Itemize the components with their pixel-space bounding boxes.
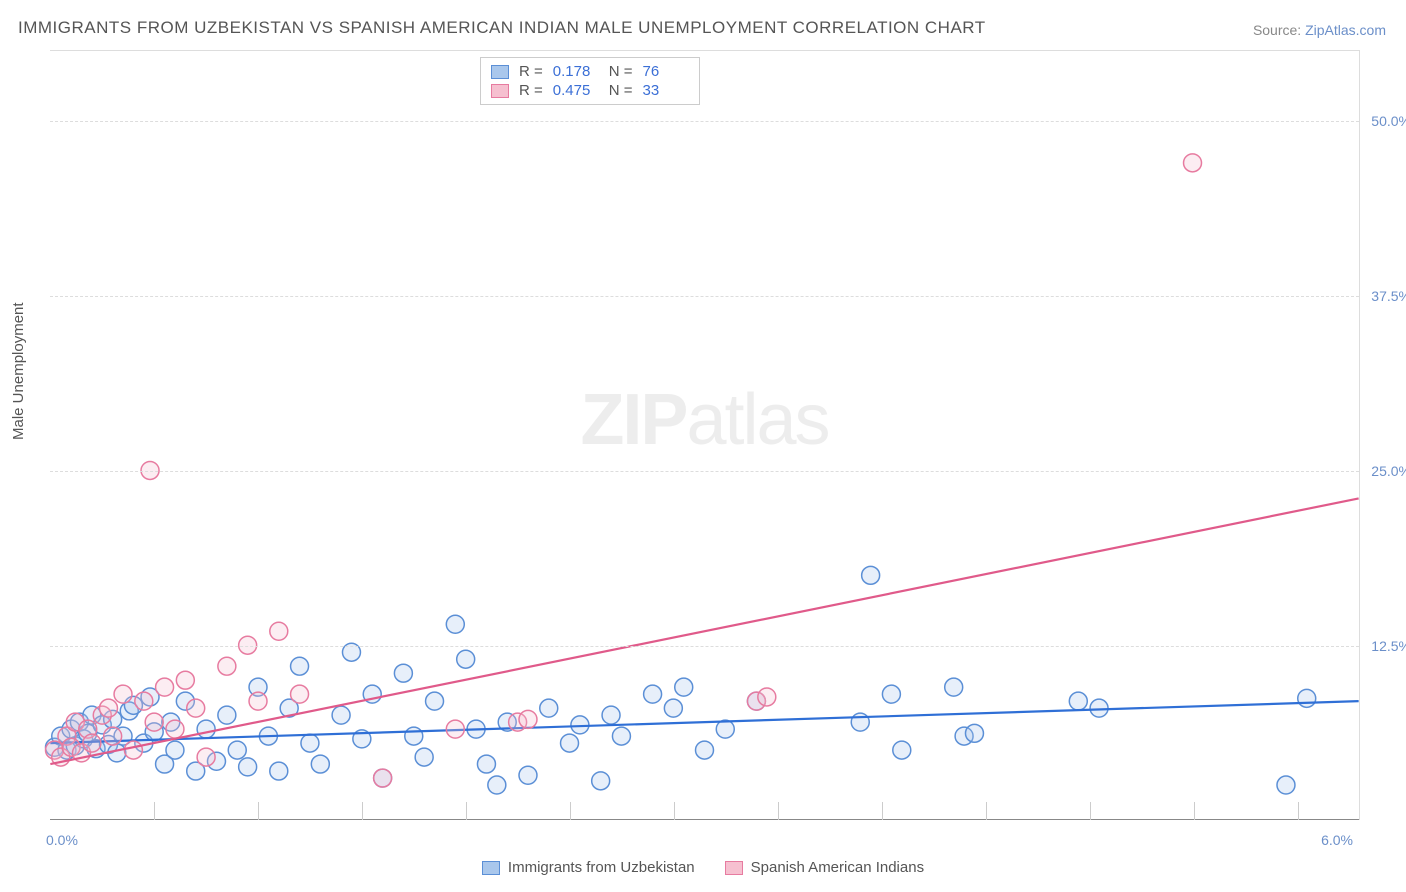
scatter-point (124, 741, 142, 759)
scatter-point (218, 657, 236, 675)
x-axis-line (50, 819, 1359, 820)
scatter-point (156, 678, 174, 696)
x-tick (1194, 802, 1195, 820)
x-max-label: 6.0% (1321, 832, 1353, 848)
scatter-point (675, 678, 693, 696)
scatter-point (228, 741, 246, 759)
scatter-point (197, 720, 215, 738)
scatter-point (519, 710, 537, 728)
scatter-point (644, 685, 662, 703)
scatter-point (197, 748, 215, 766)
scatter-point (664, 699, 682, 717)
x-tick (778, 802, 779, 820)
plot-area: ZIPatlas R = 0.178 N = 76 R = 0.475 N = … (50, 50, 1360, 820)
x-tick (986, 802, 987, 820)
ytick-label: 25.0% (1371, 463, 1406, 479)
scatter-point (457, 650, 475, 668)
scatter-point (1184, 154, 1202, 172)
source-label: Source: (1253, 22, 1301, 38)
ytick-label: 50.0% (1371, 113, 1406, 129)
scatter-point (602, 706, 620, 724)
scatter-point (1069, 692, 1087, 710)
scatter-point (291, 657, 309, 675)
scatter-point (291, 685, 309, 703)
legend-swatch (482, 861, 500, 875)
scatter-point (446, 615, 464, 633)
y-axis-label: Male Unemployment (10, 302, 27, 440)
scatter-point (301, 734, 319, 752)
gridline-h (50, 646, 1359, 647)
scatter-point (1277, 776, 1295, 794)
gridline-h (50, 296, 1359, 297)
x-tick (258, 802, 259, 820)
x-min-label: 0.0% (46, 832, 78, 848)
scatter-point (405, 727, 423, 745)
scatter-point (519, 766, 537, 784)
scatter-point (1090, 699, 1108, 717)
chart-svg (50, 51, 1359, 820)
x-tick (362, 802, 363, 820)
source-credit: Source: ZipAtlas.com (1253, 22, 1386, 38)
scatter-point (311, 755, 329, 773)
legend-swatch (725, 861, 743, 875)
scatter-point (187, 699, 205, 717)
scatter-point (176, 671, 194, 689)
scatter-point (893, 741, 911, 759)
scatter-point (540, 699, 558, 717)
scatter-point (270, 622, 288, 640)
source-value: ZipAtlas.com (1305, 22, 1386, 38)
scatter-point (83, 734, 101, 752)
x-tick (570, 802, 571, 820)
scatter-point (394, 664, 412, 682)
x-tick (674, 802, 675, 820)
scatter-point (415, 748, 433, 766)
scatter-point (965, 724, 983, 742)
x-tick (1090, 802, 1091, 820)
scatter-point (758, 688, 776, 706)
scatter-point (166, 720, 184, 738)
gridline-h (50, 471, 1359, 472)
x-tick (882, 802, 883, 820)
scatter-point (561, 734, 579, 752)
scatter-point (249, 692, 267, 710)
scatter-point (446, 720, 464, 738)
gridline-h (50, 121, 1359, 122)
legend-label: Spanish American Indians (751, 859, 924, 876)
scatter-point (104, 727, 122, 745)
scatter-point (696, 741, 714, 759)
scatter-point (716, 720, 734, 738)
trend-line (50, 498, 1358, 764)
legend-item: Immigrants from Uzbekistan (482, 859, 695, 876)
trend-line (50, 701, 1358, 743)
scatter-point (862, 566, 880, 584)
scatter-point (426, 692, 444, 710)
scatter-point (1298, 689, 1316, 707)
scatter-point (218, 706, 236, 724)
x-tick (154, 802, 155, 820)
ytick-label: 37.5% (1371, 288, 1406, 304)
scatter-point (145, 713, 163, 731)
legend-item: Spanish American Indians (725, 859, 924, 876)
scatter-point (477, 755, 495, 773)
scatter-point (135, 692, 153, 710)
scatter-point (332, 706, 350, 724)
scatter-point (882, 685, 900, 703)
legend-bottom: Immigrants from Uzbekistan Spanish Ameri… (0, 859, 1406, 876)
scatter-point (488, 776, 506, 794)
scatter-point (166, 741, 184, 759)
scatter-point (945, 678, 963, 696)
scatter-point (592, 772, 610, 790)
scatter-point (239, 758, 257, 776)
scatter-point (612, 727, 630, 745)
chart-title: IMMIGRANTS FROM UZBEKISTAN VS SPANISH AM… (18, 18, 986, 38)
scatter-point (270, 762, 288, 780)
x-tick (466, 802, 467, 820)
legend-label: Immigrants from Uzbekistan (508, 859, 695, 876)
scatter-point (100, 699, 118, 717)
x-tick (1298, 802, 1299, 820)
scatter-point (114, 685, 132, 703)
ytick-label: 12.5% (1371, 638, 1406, 654)
scatter-point (374, 769, 392, 787)
